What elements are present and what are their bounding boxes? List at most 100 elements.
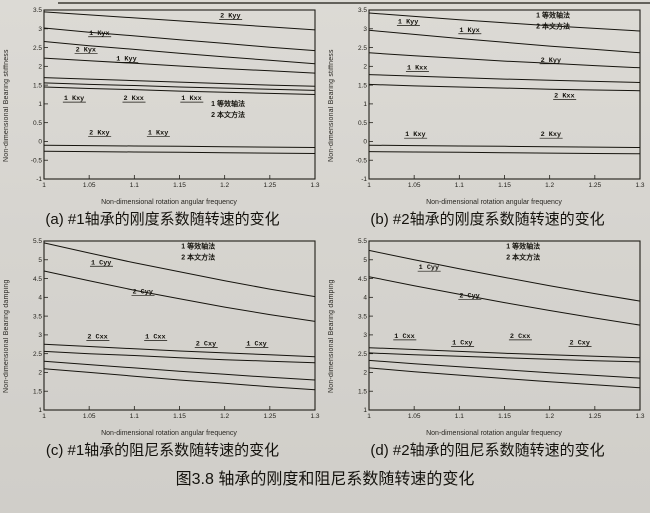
svg-text:1.05: 1.05 bbox=[408, 413, 421, 420]
svg-text:4: 4 bbox=[38, 295, 42, 302]
svg-text:1: 1 bbox=[367, 182, 371, 189]
chart-c-y-axis-label: Non-dimensional Bearing damping bbox=[3, 279, 10, 394]
svg-text:1.15: 1.15 bbox=[498, 413, 511, 420]
svg-text:1.05: 1.05 bbox=[83, 182, 96, 189]
svg-text:1 等效轴法: 1 等效轴法 bbox=[506, 242, 540, 251]
svg-text:2 Cxx: 2 Cxx bbox=[510, 333, 530, 341]
svg-text:1.1: 1.1 bbox=[455, 413, 464, 420]
svg-text:2 Kyy: 2 Kyy bbox=[541, 57, 561, 65]
chart-a-x-axis-label: Non-dimensional rotation angular frequen… bbox=[101, 199, 237, 206]
caption-row-bottom: (c) #1轴承的阻尼系数随转速的变化 (d) #2轴承的阻尼系数随转速的变化 bbox=[0, 437, 650, 462]
svg-text:1.05: 1.05 bbox=[83, 413, 96, 420]
svg-text:5: 5 bbox=[38, 257, 42, 264]
svg-text:1.2: 1.2 bbox=[220, 413, 229, 420]
svg-text:1 Cxx: 1 Cxx bbox=[394, 333, 414, 341]
svg-text:1.5: 1.5 bbox=[33, 82, 42, 89]
chart-b-plot-column: 3.5 3 2.5 2 1.5 1 0.5 0 -0.5 -1 1 1.05 1.1 1.15 1.2 1.2… bbox=[338, 5, 650, 206]
svg-text:2.5: 2.5 bbox=[358, 351, 367, 358]
svg-text:5.5: 5.5 bbox=[358, 238, 367, 245]
svg-text:1.2: 1.2 bbox=[545, 182, 554, 189]
chart-c-plot-column: 5.5 5 4.5 4 3.5 3 2.5 2 1.5 1 1 1.05 1.1 1.15 1.2 1.25 1… bbox=[13, 236, 325, 437]
svg-text:1 Kyx: 1 Kyx bbox=[89, 30, 109, 38]
svg-text:1 Kxy: 1 Kxy bbox=[405, 131, 425, 139]
svg-text:2 Cyy: 2 Cyy bbox=[459, 292, 479, 300]
svg-text:3.5: 3.5 bbox=[358, 7, 367, 14]
chart-c-block: Non-dimensional Bearing damping 5.5 5 4.5 4… bbox=[0, 236, 325, 437]
svg-text:1.3: 1.3 bbox=[310, 182, 319, 189]
svg-text:0: 0 bbox=[38, 139, 42, 146]
chart-d-x-axis-label: Non-dimensional rotation angular frequen… bbox=[426, 430, 562, 437]
chart-b-plot: 3.532.521.510.50-0.5-11 1.05 1.1 1.15 1.2 1.2… bbox=[356, 7, 645, 189]
scan-artifact-line bbox=[58, 2, 650, 4]
svg-text:1 Kxy: 1 Kxy bbox=[148, 130, 168, 138]
svg-text:1 Cxx: 1 Cxx bbox=[145, 334, 165, 342]
svg-text:1 等效轴法: 1 等效轴法 bbox=[536, 11, 570, 20]
svg-text:1 Cxy: 1 Cxy bbox=[452, 340, 472, 348]
svg-text:-1: -1 bbox=[361, 176, 367, 183]
svg-text:5.5: 5.5 bbox=[33, 238, 42, 245]
chart-d-plot-column: 5.5 5 4.5 4 3.5 3 2.5 2 1.5 1 1 1.05 1.1 1.15 1.2 1.25 1… bbox=[338, 236, 650, 437]
svg-text:1.25: 1.25 bbox=[589, 413, 602, 420]
svg-text:2 Kxy: 2 Kxy bbox=[89, 130, 109, 138]
svg-text:1: 1 bbox=[363, 407, 367, 414]
svg-text:1 Kyx: 1 Kyx bbox=[459, 27, 479, 35]
svg-text:-1: -1 bbox=[36, 176, 42, 183]
svg-text:2: 2 bbox=[363, 370, 367, 377]
svg-text:1.1: 1.1 bbox=[455, 182, 464, 189]
svg-text:2 Kxx: 2 Kxx bbox=[123, 95, 143, 103]
svg-text:1 Cyy: 1 Cyy bbox=[419, 264, 439, 272]
svg-text:1 Kyy: 1 Kyy bbox=[398, 19, 418, 27]
svg-text:1.1: 1.1 bbox=[130, 182, 139, 189]
svg-text:2.5: 2.5 bbox=[358, 45, 367, 52]
svg-text:1: 1 bbox=[38, 101, 42, 108]
chart-d-y-axis-label: Non-dimensional Bearing damping bbox=[328, 279, 335, 394]
svg-text:1 Kxy: 1 Kxy bbox=[64, 95, 84, 103]
svg-text:3: 3 bbox=[363, 26, 367, 33]
svg-text:1.15: 1.15 bbox=[173, 413, 186, 420]
svg-text:1.25: 1.25 bbox=[264, 413, 277, 420]
svg-text:1.1: 1.1 bbox=[130, 413, 139, 420]
chart-d-block: Non-dimensional Bearing damping 5.5 5 4.5 4… bbox=[325, 236, 650, 437]
svg-text:1: 1 bbox=[38, 407, 42, 414]
chart-a-plot: 3.532.521.510.50-0.5-11 1.05 1.1 1.15 1.2 1.2… bbox=[31, 7, 320, 189]
chart-b-x-axis-label: Non-dimensional rotation angular frequen… bbox=[426, 199, 562, 206]
svg-text:1 等效轴法: 1 等效轴法 bbox=[181, 242, 215, 251]
svg-text:1 Kyy: 1 Kyy bbox=[116, 55, 136, 63]
svg-text:3.5: 3.5 bbox=[358, 313, 367, 320]
caption-row-top: (a) #1轴承的刚度系数随转速的变化 (b) #2轴承的刚度系数随转速的变化 bbox=[0, 206, 650, 231]
svg-text:2 Kxy: 2 Kxy bbox=[541, 131, 561, 139]
svg-text:-0.5: -0.5 bbox=[356, 157, 368, 164]
svg-text:3: 3 bbox=[363, 332, 367, 339]
charts-row-top: Non-dimensional Bearing stiffness 3.5 3 2.… bbox=[0, 0, 650, 206]
svg-text:1.25: 1.25 bbox=[264, 182, 277, 189]
svg-text:1: 1 bbox=[367, 413, 371, 420]
svg-text:3.5: 3.5 bbox=[33, 313, 42, 320]
svg-text:2 本文方法: 2 本文方法 bbox=[211, 110, 245, 119]
svg-text:-0.5: -0.5 bbox=[31, 157, 43, 164]
chart-c-x-axis-label: Non-dimensional rotation angular frequen… bbox=[101, 430, 237, 437]
svg-text:2: 2 bbox=[38, 370, 42, 377]
svg-text:2 本文方法: 2 本文方法 bbox=[181, 253, 215, 262]
svg-text:1.3: 1.3 bbox=[635, 413, 644, 420]
caption-b: (b) #2轴承的刚度系数随转速的变化 bbox=[370, 211, 605, 228]
svg-text:1.2: 1.2 bbox=[545, 413, 554, 420]
svg-text:1: 1 bbox=[363, 101, 367, 108]
chart-a-block: Non-dimensional Bearing stiffness 3.5 3 2.… bbox=[0, 5, 325, 206]
svg-text:2 Cxx: 2 Cxx bbox=[87, 334, 107, 342]
svg-text:4: 4 bbox=[363, 295, 367, 302]
svg-text:1: 1 bbox=[42, 182, 46, 189]
charts-row-bottom: Non-dimensional Bearing damping 5.5 5 4.5 4… bbox=[0, 231, 650, 437]
svg-text:2: 2 bbox=[38, 64, 42, 71]
svg-text:1 Kxx: 1 Kxx bbox=[407, 64, 427, 72]
svg-text:1.15: 1.15 bbox=[498, 182, 511, 189]
chart-b-block: Non-dimensional Bearing stiffness 3.5 3 2.… bbox=[325, 5, 650, 206]
svg-text:2.5: 2.5 bbox=[33, 45, 42, 52]
chart-a-plot-column: 3.5 3 2.5 2 1.5 1 0.5 0 -0.5 -1 1 1.05 1.1 1.15 1.2 1.2… bbox=[13, 5, 325, 206]
svg-text:2.5: 2.5 bbox=[33, 351, 42, 358]
svg-text:3: 3 bbox=[38, 26, 42, 33]
caption-c: (c) #1轴承的阻尼系数随转速的变化 bbox=[45, 442, 280, 459]
chart-b-y-axis-label: Non-dimensional Bearing stiffness bbox=[328, 49, 335, 162]
svg-text:1.05: 1.05 bbox=[408, 182, 421, 189]
svg-text:3: 3 bbox=[38, 332, 42, 339]
